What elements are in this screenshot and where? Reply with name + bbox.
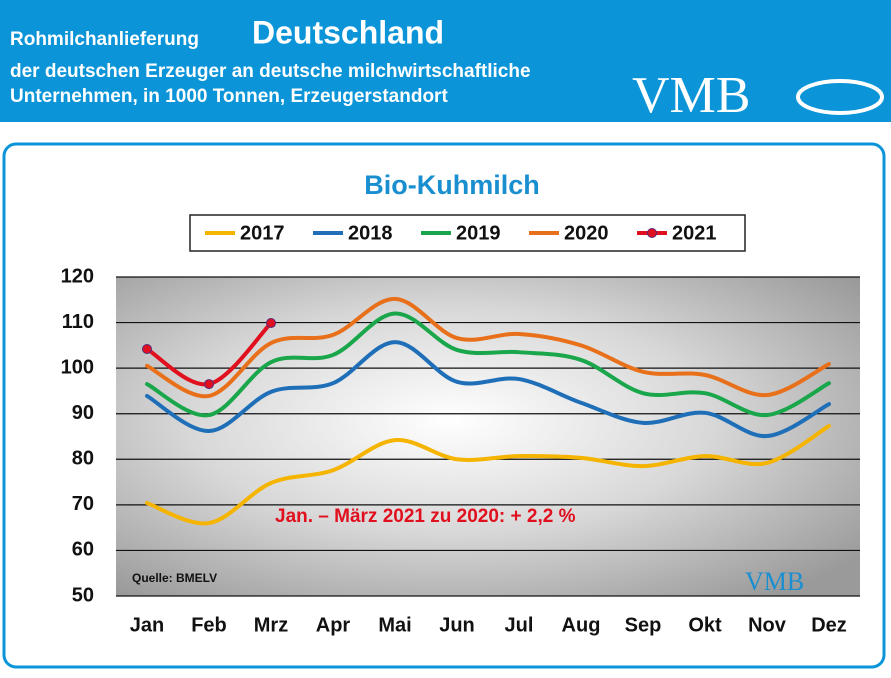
y-tick-label: 60 <box>72 539 94 561</box>
header-line3: Unternehmen, in 1000 Tonnen, Erzeugersta… <box>10 86 448 107</box>
header-country: Deutschland <box>252 14 444 50</box>
annotation: Jan. – März 2021 zu 2020: + 2,2 % <box>275 506 576 527</box>
x-tick-label: Jan <box>130 614 164 636</box>
x-tick-label: Apr <box>316 614 351 636</box>
point-marker <box>266 318 276 329</box>
chart-title: Bio-Kuhmilch <box>364 170 540 200</box>
header-band <box>0 0 891 122</box>
logo-swirl <box>796 79 884 115</box>
series-line <box>145 424 831 526</box>
x-tick-label: Dez <box>811 614 847 636</box>
x-tick-label: Jun <box>439 614 475 636</box>
x-tick-label: Sep <box>625 614 662 636</box>
y-tick-label: 80 <box>72 448 94 470</box>
x-tick-label: Feb <box>191 614 227 636</box>
legend-marker <box>647 228 657 238</box>
point-marker <box>204 379 214 390</box>
small-logo: VMB <box>745 567 804 596</box>
legend-label: 2018 <box>348 222 393 244</box>
y-tick-label: 70 <box>72 493 94 515</box>
legend-label: 2019 <box>456 222 501 244</box>
legend-label: 2020 <box>564 222 609 244</box>
y-tick-label: 120 <box>61 265 94 287</box>
y-tick-label: 110 <box>62 311 94 333</box>
x-tick-label: Mai <box>378 614 411 636</box>
x-tick-label: Nov <box>748 614 787 636</box>
x-tick-label: Aug <box>562 614 601 636</box>
y-tick-label: 90 <box>72 402 94 424</box>
legend-label: 2021 <box>672 222 717 244</box>
y-tick-label: 50 <box>72 584 94 606</box>
header-line2: der deutschen Erzeuger an deutsche milch… <box>10 61 531 82</box>
source: Quelle: BMELV <box>132 571 217 585</box>
x-tick-label: Okt <box>688 614 722 636</box>
point-marker <box>142 344 152 355</box>
plot-area <box>116 277 860 596</box>
x-tick-label: Jul <box>505 614 534 636</box>
series-line <box>145 340 831 439</box>
header-line1: Rohmilchanlieferung <box>10 29 199 50</box>
series-line <box>145 296 831 399</box>
series-line <box>145 311 831 418</box>
y-tick-label: 100 <box>61 356 94 378</box>
legend-label: 2017 <box>240 222 285 244</box>
x-tick-label: Mrz <box>254 614 288 636</box>
logo: VMB <box>632 67 750 124</box>
